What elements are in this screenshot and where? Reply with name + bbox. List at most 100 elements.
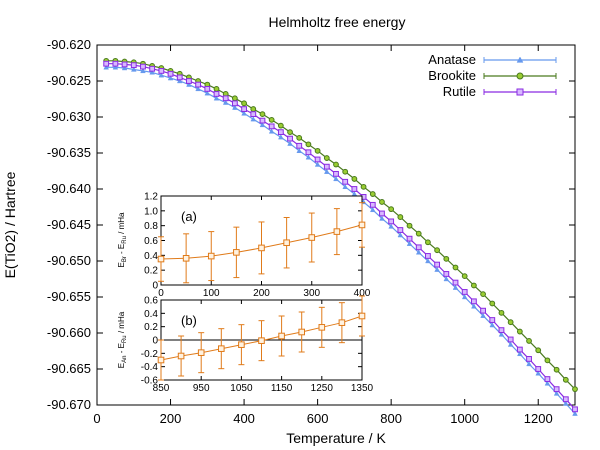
data-point-brookite (507, 319, 514, 326)
data-point-rutile (112, 60, 119, 67)
data-point-brookite (231, 95, 238, 102)
inset-b-data-point (258, 337, 265, 344)
inset-b-data-point (298, 328, 305, 336)
legend-marker-brookite (516, 72, 524, 80)
main-series (103, 57, 578, 416)
data-point-brookite (360, 183, 367, 190)
data-point-anatase (517, 350, 523, 357)
data-point-brookite (305, 141, 312, 148)
data-point-anatase (103, 64, 110, 70)
inset-b-series (157, 295, 366, 381)
y-tick-label: -90.665 (47, 361, 91, 376)
inset-a-y-tick-label: 0.4 (144, 251, 158, 262)
data-point-rutile (103, 60, 110, 67)
data-point-anatase (314, 161, 321, 167)
inset-b-panel-label: (b) (181, 313, 197, 328)
inset-b-x-tick-label: 1250 (311, 383, 334, 394)
data-point-rutile (379, 210, 385, 217)
data-point-rutile (231, 100, 238, 107)
data-point-brookite (213, 86, 220, 92)
data-point-brookite (553, 366, 560, 373)
data-point-brookite (287, 129, 293, 136)
data-point-anatase (204, 90, 211, 96)
data-point-rutile (516, 346, 523, 353)
data-point-rutile (470, 298, 477, 305)
data-point-brookite (516, 328, 523, 335)
data-point-rutile (572, 406, 578, 413)
data-point-rutile (176, 74, 183, 81)
series-line-anatase (106, 66, 576, 415)
data-point-brookite (480, 291, 486, 298)
x-tick-label: 600 (307, 411, 329, 426)
data-point-brookite (323, 155, 330, 161)
data-point-brookite (535, 347, 542, 354)
data-point-brookite (314, 147, 321, 154)
inset-a-x-tick-label: 300 (303, 288, 320, 299)
inset-b-data-point (177, 352, 185, 360)
data-point-anatase (342, 183, 349, 190)
data-point-rutile (204, 86, 211, 92)
inset-b-y-tick-label: 0 (152, 336, 158, 347)
data-point-anatase (305, 154, 312, 160)
inset-a-data-point (258, 244, 265, 252)
y-axis-title: E(TiO2) / Hartree (2, 171, 18, 278)
data-point-brookite (397, 214, 404, 220)
data-point-brookite (250, 106, 257, 112)
data-point-brookite (526, 338, 532, 344)
legend: Anatase Brookite Rutile (428, 52, 557, 99)
data-point-rutile (130, 62, 137, 69)
data-point-rutile (425, 253, 431, 259)
data-point-rutile (480, 307, 486, 314)
inset-a-data-point (358, 221, 366, 229)
data-point-anatase (388, 223, 394, 229)
data-point-rutile (415, 244, 422, 251)
data-point-brookite (544, 357, 551, 364)
chart-title: Helmholtz free energy (269, 14, 406, 30)
inset-b-data-point (358, 312, 366, 320)
data-point-anatase (287, 140, 293, 146)
data-point-rutile (553, 386, 560, 393)
inset-b-x-tick-label: 950 (193, 383, 210, 394)
inset-a-y-tick-label: 0 (152, 281, 158, 292)
data-point-rutile (544, 376, 551, 382)
inset-a-y-tick-label: 0.6 (144, 236, 158, 247)
data-point-rutile (333, 170, 339, 177)
data-point-brookite (406, 222, 413, 229)
inset-a-data-point (233, 249, 240, 256)
data-point-brookite (470, 282, 477, 289)
data-point-anatase (333, 176, 339, 182)
data-point-rutile (222, 95, 229, 102)
data-point-brookite (443, 255, 450, 262)
legend-samples (483, 56, 557, 96)
data-point-rutile (277, 129, 284, 136)
data-point-anatase (250, 116, 257, 122)
data-point-anatase (130, 66, 137, 72)
data-point-rutile (388, 218, 395, 225)
y-tick-label: -90.660 (47, 325, 91, 340)
data-point-rutile (149, 65, 156, 72)
inset-b-data-point (338, 319, 346, 326)
data-point-anatase (397, 232, 404, 238)
inset-b-data-point (157, 356, 165, 364)
data-point-brookite (259, 111, 266, 118)
data-point-rutile (268, 123, 275, 130)
inset-a-series (157, 202, 366, 284)
data-point-rutile (140, 63, 146, 70)
inset-b-x-tick-label: 1150 (271, 383, 293, 394)
data-point-anatase (526, 361, 532, 367)
data-point-anatase (443, 276, 450, 282)
data-point-brookite (461, 273, 468, 280)
data-point-anatase (259, 122, 266, 128)
data-point-anatase (268, 128, 275, 134)
data-point-anatase (379, 215, 385, 221)
data-point-rutile (121, 61, 128, 68)
data-point-anatase (222, 99, 229, 105)
data-point-rutile (397, 227, 404, 233)
inset-a-y-tick-label: 0.2 (144, 266, 158, 277)
main-axes: 0 200 400 600 800 1000 1200-90.620-90.625-90.6… (47, 37, 575, 426)
x-tick-label: 1200 (524, 411, 553, 426)
inset-b-y-tick-label: 0.4 (144, 309, 158, 320)
